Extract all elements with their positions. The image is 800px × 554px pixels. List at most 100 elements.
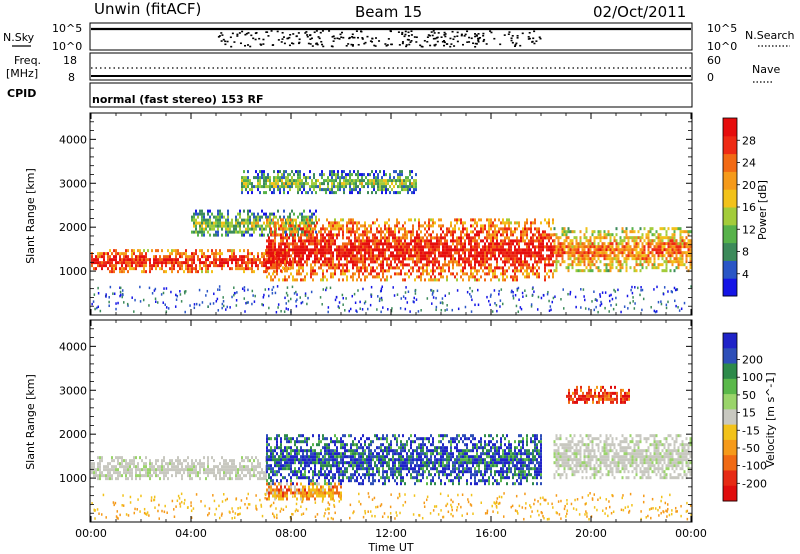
heatmap-cell xyxy=(300,272,302,276)
heatmap-cell xyxy=(149,258,151,262)
heatmap-cell xyxy=(287,215,289,219)
heatmap-cell xyxy=(245,179,247,183)
heatmap-cell xyxy=(191,477,193,481)
heatmap-cell xyxy=(249,215,251,219)
heatmap-cell xyxy=(378,251,380,255)
heatmap-cell xyxy=(393,176,395,180)
heatmap-cell xyxy=(169,267,171,271)
heatmap-cell xyxy=(370,257,372,261)
heatmap-cell xyxy=(145,252,147,256)
heatmap-cell xyxy=(227,224,229,228)
heatmap-cell xyxy=(330,257,332,261)
heatmap-cell xyxy=(203,227,205,231)
heatmap-cell xyxy=(382,260,384,264)
heatmap-cell xyxy=(440,227,442,231)
heatmap-cell xyxy=(297,170,299,174)
heatmap-cell xyxy=(530,266,532,270)
heatmap-cell xyxy=(253,212,255,216)
heatmap-cell xyxy=(476,233,478,237)
nsky-point xyxy=(233,41,236,43)
heatmap-cell xyxy=(641,242,644,246)
heatmap-cell xyxy=(432,218,434,222)
heatmap-cell xyxy=(296,245,298,249)
heatmap-cell xyxy=(336,263,338,267)
heatmap-cell xyxy=(442,236,444,240)
heatmap-cell xyxy=(388,227,390,231)
heatmap-cell xyxy=(574,295,577,299)
heatmap-cell xyxy=(488,233,490,237)
heatmap-cell xyxy=(500,245,502,249)
heatmap-cell xyxy=(536,272,538,276)
heatmap-cell xyxy=(227,218,229,222)
heatmap-cell xyxy=(391,179,393,183)
heatmap-cell xyxy=(573,257,576,261)
heatmap-cell xyxy=(93,462,95,466)
heatmap-cell xyxy=(430,260,432,264)
heatmap-cell xyxy=(103,468,105,472)
heatmap-cell xyxy=(496,239,498,243)
colorbar-tick-label: 4 xyxy=(742,268,749,281)
heatmap-cell xyxy=(571,230,574,234)
heatmap-cell xyxy=(105,468,107,472)
heatmap-cell xyxy=(490,218,492,222)
heatmap-cell xyxy=(370,254,372,258)
heatmap-cell xyxy=(476,272,478,276)
heatmap-cell xyxy=(498,251,500,255)
heatmap-cell xyxy=(512,233,514,237)
heatmap-cell xyxy=(149,270,151,274)
heatmap-cell xyxy=(460,248,462,252)
heatmap-cell xyxy=(508,248,510,252)
heatmap-cell xyxy=(391,307,393,310)
nsky-point xyxy=(321,30,324,32)
heatmap-cell xyxy=(488,221,490,225)
heatmap-cell xyxy=(305,176,307,180)
heatmap-cell xyxy=(352,272,354,276)
heatmap-cell xyxy=(689,254,692,258)
nsky-label: N.Sky xyxy=(3,31,35,44)
heatmap-cell xyxy=(400,236,402,240)
heatmap-cell xyxy=(438,224,440,228)
heatmap-cell xyxy=(526,218,528,222)
heatmap-cell xyxy=(133,310,135,313)
heatmap-cell xyxy=(261,230,263,234)
heatmap-cell xyxy=(105,252,107,256)
heatmap-cell xyxy=(675,266,678,270)
heatmap-cell xyxy=(496,309,498,313)
heatmap-cell xyxy=(522,248,524,252)
heatmap-cell xyxy=(348,218,350,222)
heatmap-cell xyxy=(341,173,343,177)
heatmap-cell xyxy=(99,261,101,265)
heatmap-cell xyxy=(442,230,444,234)
heatmap-cell xyxy=(259,191,261,195)
heatmap-cell xyxy=(349,307,352,311)
heatmap-cell xyxy=(259,477,261,481)
heatmap-cell xyxy=(287,191,289,195)
heatmap-cell xyxy=(99,465,101,469)
heatmap-cell xyxy=(579,251,582,255)
heatmap-cell xyxy=(227,230,229,234)
heatmap-cell xyxy=(233,291,236,295)
heatmap-cell xyxy=(665,242,668,246)
heatmap-cell xyxy=(249,209,251,213)
heatmap-cell xyxy=(542,248,544,252)
heatmap-cell xyxy=(237,468,239,472)
heatmap-cell xyxy=(430,251,432,255)
heatmap-cell xyxy=(548,257,550,261)
heatmap-cell xyxy=(99,471,101,475)
heatmap-cell xyxy=(669,245,672,249)
heatmap-cell xyxy=(416,242,418,246)
heatmap-cell xyxy=(508,245,510,249)
heatmap-cell xyxy=(109,477,111,481)
heatmap-cell xyxy=(121,456,123,460)
heatmap-cell xyxy=(518,260,520,264)
heatmap-cell xyxy=(526,236,528,240)
heatmap-cell xyxy=(199,227,201,231)
heatmap-cell xyxy=(274,221,276,225)
heatmap-cell xyxy=(663,248,666,252)
heatmap-cell xyxy=(296,272,298,276)
heatmap-cell xyxy=(536,308,539,311)
heatmap-cell xyxy=(563,227,566,231)
heatmap-cell xyxy=(223,474,225,478)
heatmap-cell xyxy=(490,251,492,255)
heatmap-cell xyxy=(193,303,196,306)
